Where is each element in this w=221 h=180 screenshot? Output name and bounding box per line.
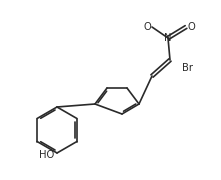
Text: O: O: [143, 22, 151, 32]
Text: O: O: [187, 22, 195, 32]
Text: N: N: [164, 33, 172, 43]
Text: Br: Br: [182, 63, 193, 73]
Text: HO: HO: [39, 150, 54, 160]
